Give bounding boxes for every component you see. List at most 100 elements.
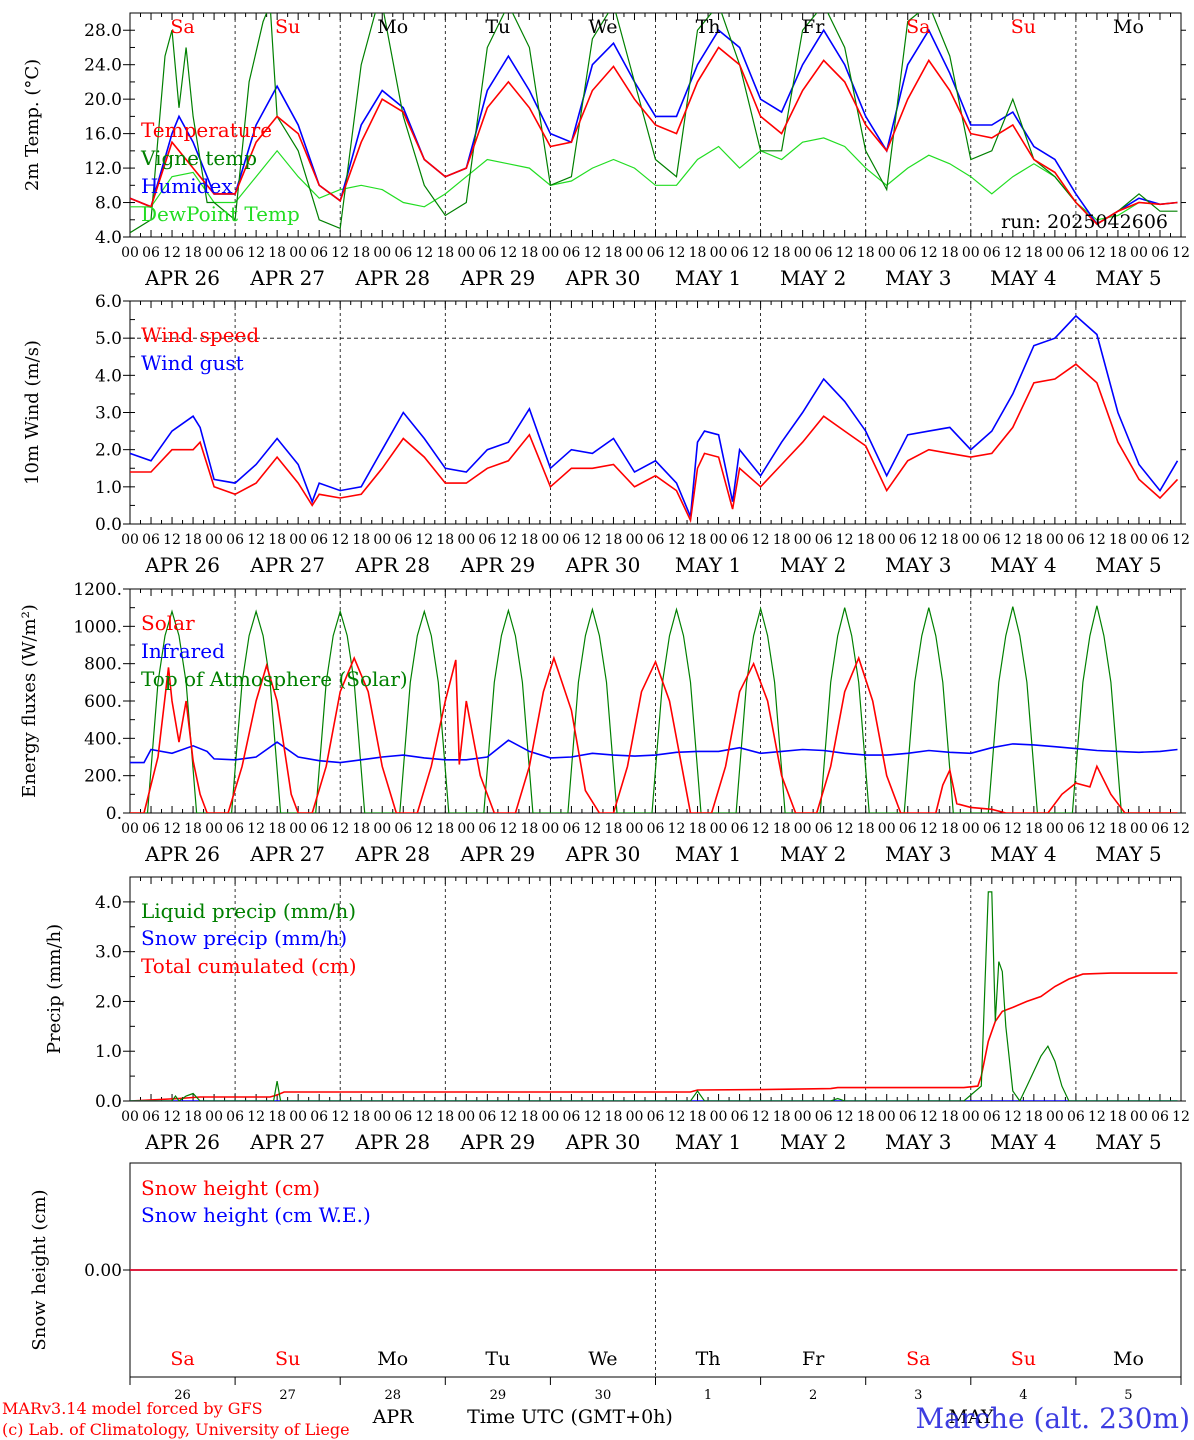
temp-day-abbr: Su: [275, 16, 300, 38]
footer-credit: (c) Lab. of Climatology, University of L…: [2, 1420, 350, 1439]
wind-hour-label: 12: [247, 532, 265, 548]
energy-y-tick-label: 400.: [84, 729, 122, 749]
precip-hour-label: 00: [878, 1109, 896, 1125]
wind-frame: [129, 300, 1182, 525]
temp-y-tick-label: 4.0: [95, 228, 122, 248]
precip-hour-label: 12: [584, 1109, 602, 1125]
temp-hour-label: 18: [1025, 245, 1043, 261]
wind-legend-1: Wind gust: [141, 351, 244, 375]
precip-hour-label: 18: [605, 1109, 623, 1125]
precip-hour-label: 12: [499, 1109, 517, 1125]
wind-date-label: MAY 4: [990, 553, 1056, 577]
wind-hour-label: 12: [920, 532, 938, 548]
energy-date-label: APR 27: [249, 842, 325, 866]
precip-hour-label: 12: [668, 1109, 686, 1125]
temp-day-abbr: We: [588, 16, 617, 38]
precip-hour-label: 18: [941, 1109, 959, 1125]
energy-date-label: APR 29: [459, 842, 535, 866]
temp-hour-label: 06: [142, 245, 160, 261]
precip-y-axis-label: Precip (mm/h): [44, 924, 65, 1054]
temp-hour-label: 18: [268, 245, 286, 261]
wind-hour-label: 12: [584, 532, 602, 548]
wind-series-wind-gust: [130, 314, 1179, 517]
wind-hour-label: 18: [268, 532, 286, 548]
precip-hour-label: 18: [436, 1109, 454, 1125]
snow-day-number: 29: [490, 1388, 507, 1403]
energy-hour-label: 00: [1046, 821, 1064, 837]
energy-hour-label: 00: [541, 821, 559, 837]
snow-day-abbr: Mo: [377, 1348, 408, 1370]
wind-hour-label: 00: [373, 532, 391, 548]
energy-hour-label: 06: [226, 821, 244, 837]
temp-date-label: APR 28: [354, 266, 430, 290]
energy-hour-label: 18: [941, 821, 959, 837]
temp-series-humidex: [130, 28, 1178, 226]
energy-date-label: MAY 3: [885, 842, 951, 866]
snow-day-abbr: Tu: [485, 1348, 510, 1370]
temp-legend-1: Vigne temp: [140, 146, 257, 170]
precip-hour-label: 18: [184, 1109, 202, 1125]
temp-hour-label: 06: [310, 245, 328, 261]
snow-y-axis-label: Snow height (cm): [29, 1189, 50, 1350]
precip-hour-label: 00: [962, 1109, 980, 1125]
wind-hour-label: 00: [1046, 532, 1064, 548]
temp-hour-label: 18: [689, 245, 707, 261]
wind-hour-label: 06: [983, 532, 1001, 548]
energy-series-top-of-atmosphere-solar: [130, 605, 1178, 813]
wind-hour-label: 06: [815, 532, 833, 548]
wind-hour-label: 12: [415, 532, 433, 548]
wind-hour-label: 12: [163, 532, 181, 548]
energy-hour-label: 18: [268, 821, 286, 837]
wind-hour-label: 12: [1088, 532, 1106, 548]
energy-hour-label: 18: [605, 821, 623, 837]
wind-date-label: APR 29: [459, 553, 535, 577]
temp-hour-label: 06: [478, 245, 496, 261]
snow-day-abbr: Sa: [170, 1348, 194, 1370]
temp-hour-label: 00: [710, 245, 728, 261]
temp-day-abbr: Su: [1011, 16, 1036, 38]
energy-hour-label: 00: [373, 821, 391, 837]
wind-hour-label: 06: [226, 532, 244, 548]
snow-day-abbr: Su: [275, 1348, 300, 1370]
temp-date-label: MAY 2: [780, 266, 846, 290]
precip-hour-label: 06: [563, 1109, 581, 1125]
precip-y-tick-label: 0.0: [95, 1092, 122, 1112]
precip-hour-label: 06: [815, 1109, 833, 1125]
precip-date-label: APR 29: [459, 1130, 535, 1154]
wind-y-axis-label: 10m Wind (m/s): [22, 340, 43, 485]
wind-hour-label: 12: [836, 532, 854, 548]
wind-date-label: APR 30: [565, 553, 641, 577]
wind-hour-label: 18: [605, 532, 623, 548]
precip-hour-label: 12: [247, 1109, 265, 1125]
precip-hour-label: 00: [794, 1109, 812, 1125]
wind-hour-label: 06: [310, 532, 328, 548]
wind-hour-label: 06: [478, 532, 496, 548]
precip-hour-label: 18: [689, 1109, 707, 1125]
wind-hour-label: 00: [626, 532, 644, 548]
wind-hour-label: 12: [752, 532, 770, 548]
precip-hour-label: 06: [899, 1109, 917, 1125]
energy-y-tick-label: 1200.: [73, 580, 122, 600]
precip-hour-label: 12: [415, 1109, 433, 1125]
precip-hour-label: 06: [142, 1109, 160, 1125]
energy-hour-label: 00: [1130, 821, 1148, 837]
panel-energy: 0. 200. 400. 600. 800. 1000. 1200. Energy fluxe…: [19, 580, 1190, 866]
temp-hour-label: 00: [541, 245, 559, 261]
wind-hour-label: 00: [457, 532, 475, 548]
wind-hour-label: 00: [1130, 532, 1148, 548]
precip-hour-label: 06: [478, 1109, 496, 1125]
precip-hour-label: 18: [1109, 1109, 1127, 1125]
wind-date-label: MAY 3: [885, 553, 951, 577]
temp-hour-label: 18: [520, 245, 538, 261]
temp-hour-label: 06: [394, 245, 412, 261]
energy-date-label: MAY 4: [990, 842, 1056, 866]
energy-hour-label: 18: [1109, 821, 1127, 837]
temp-hour-label: 00: [373, 245, 391, 261]
temp-date-label: APR 26: [144, 266, 220, 290]
energy-hour-label: 18: [857, 821, 875, 837]
wind-hour-label: 12: [1004, 532, 1022, 548]
snow-y-tick-label: 0.00: [84, 1261, 122, 1281]
panel-precip: 0.0 1.0 2.0 3.0 4.0 Precip (mm/h) Liquid preci…: [44, 876, 1190, 1154]
precip-hour-label: 00: [121, 1109, 139, 1125]
precip-hour-label: 12: [163, 1109, 181, 1125]
